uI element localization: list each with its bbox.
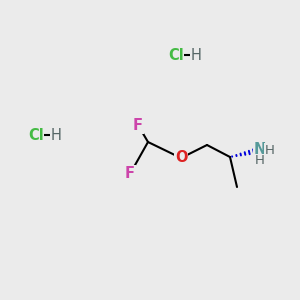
Text: F: F [133, 118, 143, 133]
Text: Cl: Cl [168, 47, 184, 62]
Text: H: H [265, 143, 275, 157]
Text: H: H [255, 154, 265, 167]
Text: N: N [254, 142, 266, 158]
Text: F: F [125, 167, 135, 182]
Text: H: H [51, 128, 62, 142]
Text: Cl: Cl [28, 128, 44, 142]
Text: H: H [190, 47, 201, 62]
Text: O: O [175, 151, 187, 166]
